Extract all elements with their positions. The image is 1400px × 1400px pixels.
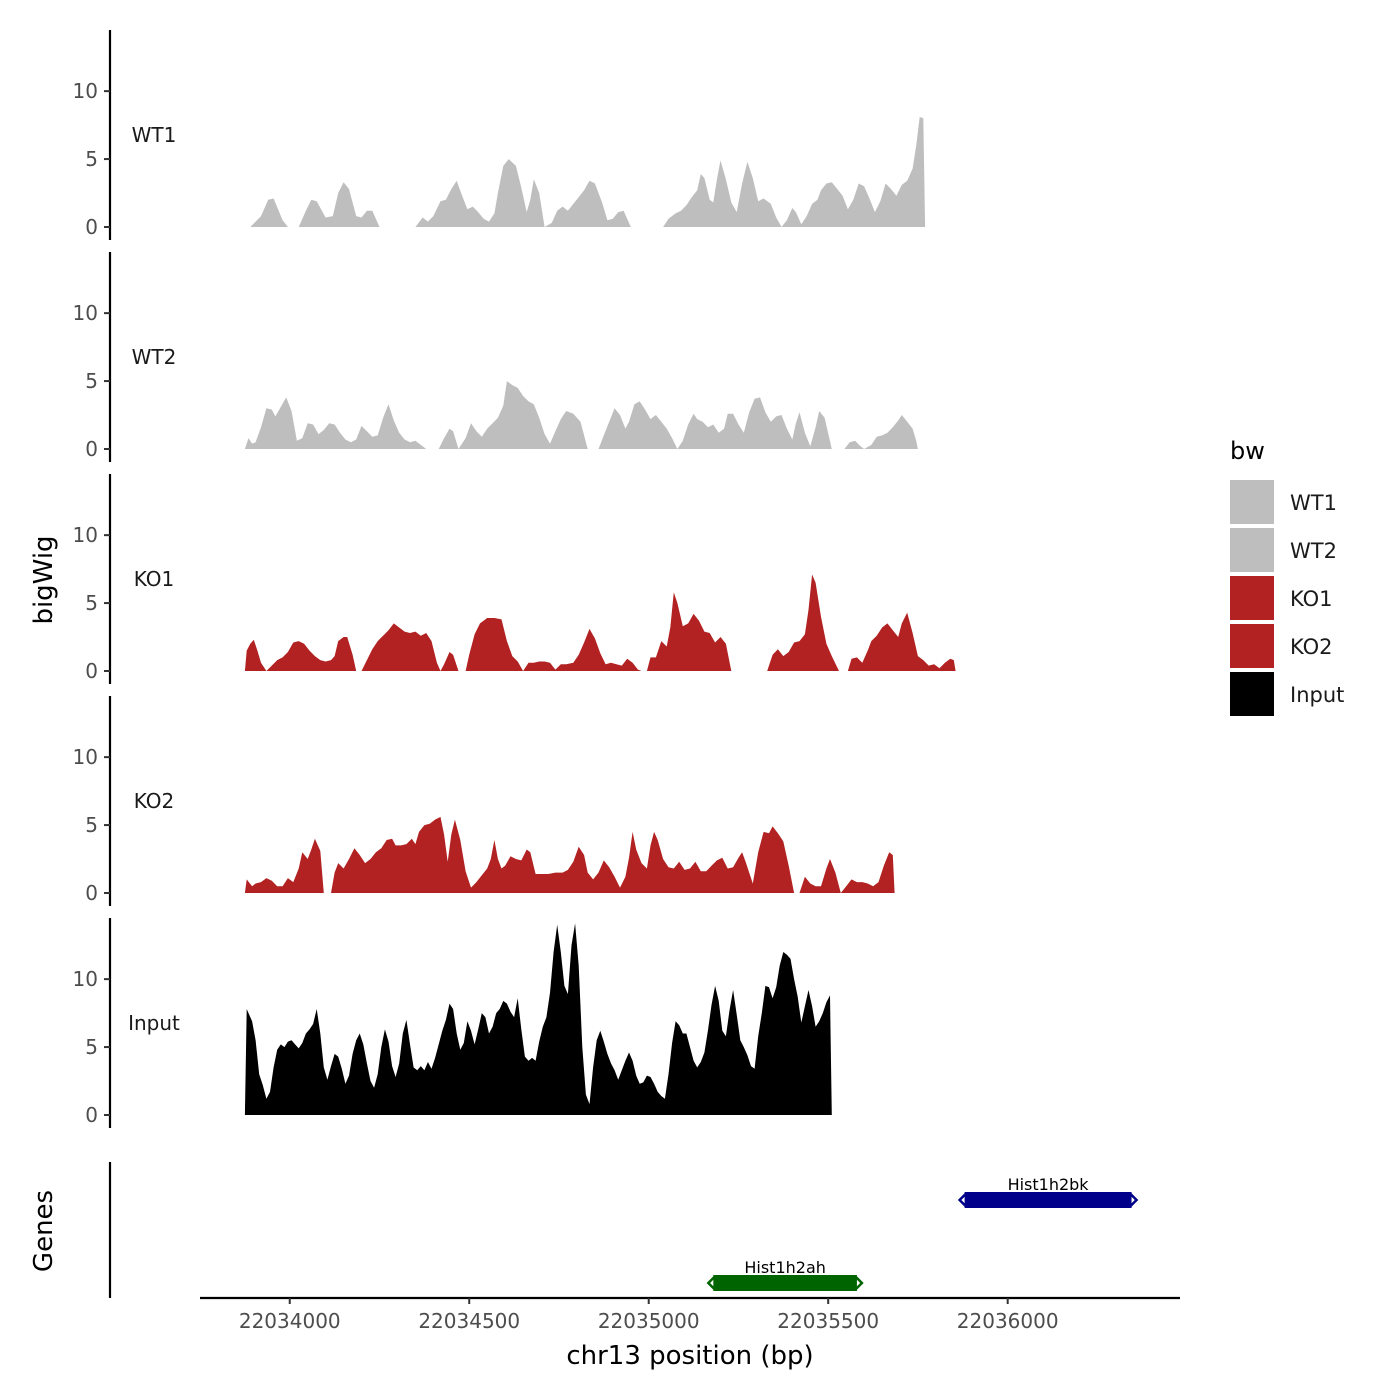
track-panel-input: 0 5 10 Input	[73, 918, 832, 1128]
strand-arrow	[957, 1193, 967, 1207]
y-tick-label: 10	[73, 523, 98, 547]
y-tick-label: 5	[85, 147, 98, 171]
y-tick-label: 5	[85, 369, 98, 393]
y-tick-label: 0	[85, 659, 98, 683]
track-label-ko2: KO2	[134, 789, 175, 813]
legend: bw WT1 WT2 KO1 KO2 Input	[1230, 437, 1344, 716]
y-tick-label: 5	[85, 813, 98, 837]
x-tick-label: 22035500	[777, 1309, 879, 1333]
track-panel-ko2: 0 5 10 KO2	[73, 696, 895, 906]
y-tick-label: 5	[85, 591, 98, 615]
track-panel-wt1: 0 5 10 WT1	[73, 30, 926, 240]
legend-label-ko1: KO1	[1290, 587, 1333, 611]
gene-hist1h2bk: Hist1h2bk	[957, 1175, 1139, 1208]
y-tick-label: 10	[73, 745, 98, 769]
gene-annotation-panel: Hist1h2ah Hist1h2bk	[108, 1162, 1139, 1298]
track-label-wt2: WT2	[132, 345, 177, 369]
coverage-area-wt2	[244, 381, 918, 449]
x-axis: 22034000 22034500 22035000 22035500 22036000	[200, 1296, 1180, 1333]
legend-swatch-ko2	[1230, 624, 1274, 668]
coverage-area-wt1	[250, 117, 926, 227]
legend-label-input: Input	[1290, 683, 1344, 707]
strand-arrow	[855, 1276, 864, 1290]
coverage-area-ko1	[244, 574, 956, 671]
legend-swatch-wt2	[1230, 528, 1274, 572]
track-panels: 0 5 10 WT1 0 5 10 WT2 0 5 10 KO1 0 5 10 KO2 0 5 10 Input	[73, 30, 956, 1128]
track-label-input: Input	[128, 1011, 180, 1035]
coverage-area-ko2	[244, 816, 895, 893]
y-tick-label: 0	[85, 1103, 98, 1127]
legend-label-wt2: WT2	[1290, 539, 1337, 563]
y-tick-label: 10	[73, 967, 98, 991]
legend-swatch-input	[1230, 672, 1274, 716]
gene-label: Hist1h2bk	[1008, 1175, 1090, 1194]
y-tick-label: 5	[85, 1035, 98, 1059]
y-axis-title: bigWig	[29, 535, 59, 624]
x-tick-label: 22034500	[418, 1309, 520, 1333]
y-tick-label: 0	[85, 881, 98, 905]
x-tick-label: 22034000	[239, 1309, 341, 1333]
strand-arrow	[1129, 1193, 1139, 1207]
coverage-area-input	[244, 923, 832, 1115]
genes-axis-title: Genes	[29, 1190, 59, 1272]
y-tick-label: 10	[73, 301, 98, 325]
gene-body	[964, 1192, 1132, 1208]
legend-label-wt1: WT1	[1290, 491, 1337, 515]
track-panel-ko1: 0 5 10 KO1	[73, 474, 956, 684]
legend-title: bw	[1230, 437, 1265, 465]
y-tick-label: 0	[85, 215, 98, 239]
legend-swatch-ko1	[1230, 576, 1274, 620]
y-tick-label: 10	[73, 79, 98, 103]
y-tick-label: 0	[85, 437, 98, 461]
gene-hist1h2ah: Hist1h2ah	[706, 1258, 864, 1291]
x-axis-title: chr13 position (bp)	[566, 1341, 813, 1371]
x-tick-label: 22035000	[598, 1309, 700, 1333]
legend-label-ko2: KO2	[1290, 635, 1333, 659]
strand-arrow	[706, 1276, 716, 1290]
legend-swatch-wt1	[1230, 480, 1274, 524]
track-label-ko1: KO1	[134, 567, 175, 591]
gene-body	[713, 1275, 857, 1291]
gene-label: Hist1h2ah	[744, 1258, 826, 1277]
track-panel-wt2: 0 5 10 WT2	[73, 252, 918, 462]
track-label-wt1: WT1	[132, 123, 177, 147]
x-tick-label: 22036000	[957, 1309, 1059, 1333]
